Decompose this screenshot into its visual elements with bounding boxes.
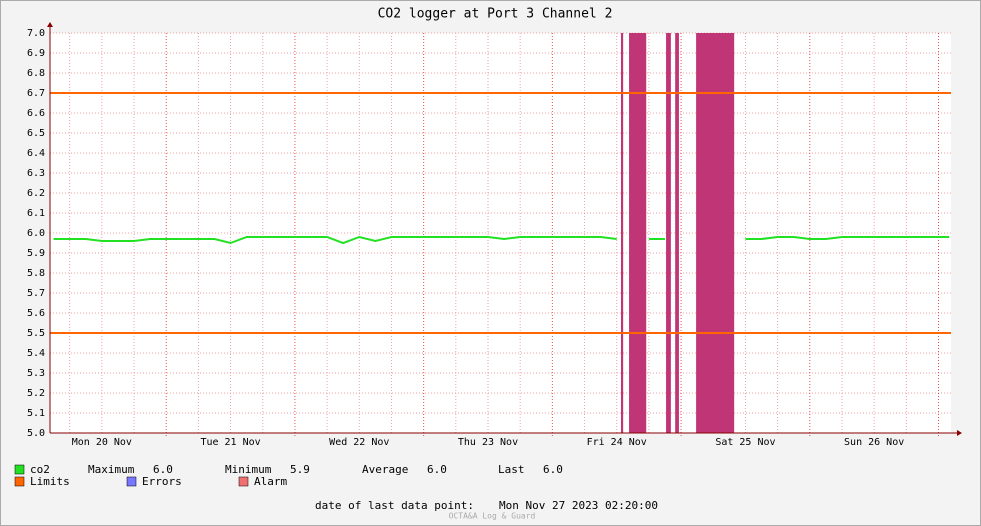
y-tick-label: 7.0 [27, 28, 45, 39]
legend-label: co2 [30, 463, 50, 476]
x-tick-label: Wed 22 Nov [329, 437, 389, 448]
alarm-bar [621, 33, 624, 433]
alarm-bar [666, 33, 671, 433]
y-tick-label: 5.4 [27, 348, 45, 359]
chart-title: CO2 logger at Port 3 Channel 2 [378, 7, 613, 22]
y-tick-label: 5.9 [27, 248, 45, 259]
stat-value: 6.0 [427, 463, 447, 476]
legend-swatch [238, 476, 249, 487]
stat-label: Last [498, 463, 525, 476]
stat-label: Maximum [88, 463, 135, 476]
y-tick-label: 6.2 [27, 188, 45, 199]
y-arrow [47, 22, 53, 27]
alarm-bar [696, 33, 735, 433]
stat-label: Minimum [225, 463, 272, 476]
legend-label: Limits [30, 475, 70, 488]
stat-value: 5.9 [290, 463, 310, 476]
y-tick-label: 5.5 [27, 328, 45, 339]
x-tick-label: Mon 20 Nov [72, 437, 132, 448]
y-tick-label: 5.2 [27, 388, 45, 399]
y-tick-label: 6.7 [27, 88, 45, 99]
x-tick-label: Sun 26 Nov [844, 437, 904, 448]
alarm-bar [675, 33, 679, 433]
y-tick-label: 5.3 [27, 368, 45, 379]
y-tick-label: 6.8 [27, 68, 45, 79]
y-tick-label: 5.0 [27, 428, 45, 439]
legend-swatch [14, 464, 25, 475]
x-tick-label: Sat 25 Nov [715, 437, 775, 448]
footer-label: date of last data point: [315, 499, 474, 512]
y-tick-label: 6.1 [27, 208, 45, 219]
x-tick-label: Fri 24 Nov [587, 437, 647, 448]
y-tick-label: 5.8 [27, 268, 45, 279]
legend-label: Errors [142, 475, 182, 488]
watermark: OCTA&A Log & Guard [449, 512, 536, 521]
y-tick-label: 5.1 [27, 408, 45, 419]
y-tick-label: 6.4 [27, 148, 45, 159]
legend-swatch [126, 476, 137, 487]
stat-value: 6.0 [153, 463, 173, 476]
data-line [53, 235, 950, 245]
y-tick-label: 5.7 [27, 288, 45, 299]
y-tick-label: 6.6 [27, 108, 45, 119]
x-arrow [957, 430, 962, 436]
stat-label: Average [362, 463, 408, 476]
legend-label: Alarm [254, 475, 287, 488]
y-tick-label: 5.6 [27, 308, 45, 319]
footer-value: Mon Nov 27 2023 02:20:00 [499, 499, 658, 512]
y-tick-label: 6.5 [27, 128, 45, 139]
y-tick-label: 6.9 [27, 48, 45, 59]
y-tick-label: 6.0 [27, 228, 45, 239]
stat-value: 6.0 [543, 463, 563, 476]
legend-swatch [14, 476, 25, 487]
x-tick-label: Thu 23 Nov [458, 437, 518, 448]
y-tick-label: 6.3 [27, 168, 45, 179]
x-tick-label: Tue 21 Nov [200, 437, 260, 448]
